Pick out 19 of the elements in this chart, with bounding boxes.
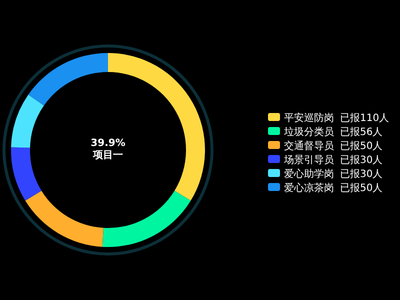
legend-label: 场景引导员	[283, 154, 334, 166]
data-label: 已报50人	[340, 182, 383, 194]
legend-label: 交通督导员	[284, 140, 334, 152]
donut-slice	[11, 147, 42, 201]
donut-slice	[28, 53, 108, 106]
data-label: 已报110人	[340, 112, 390, 124]
text: 39.9%	[90, 138, 126, 149]
text: 项目一	[92, 150, 123, 161]
donut-slice	[102, 190, 191, 247]
legend-label: 爱心凉茶岗	[284, 182, 334, 194]
legend-label: 爱心助学岗	[284, 168, 334, 180]
donut-slice	[25, 190, 104, 247]
legend-label: 平安巡防岗	[284, 112, 334, 124]
data-label: 已报56人	[340, 126, 383, 138]
data-label: 已报50人	[340, 140, 383, 152]
donut-slice	[11, 94, 44, 148]
legend-label: 垃圾分类员	[283, 126, 334, 138]
data-label: 已报30人	[340, 168, 383, 180]
data-label: 已报30人	[340, 154, 383, 166]
